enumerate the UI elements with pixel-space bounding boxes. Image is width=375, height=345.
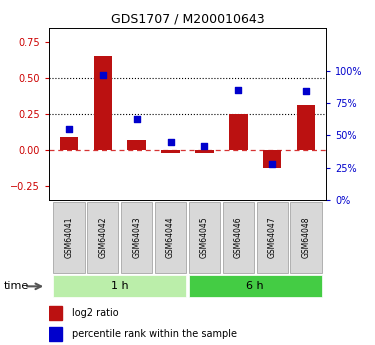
- Bar: [94, 56, 112, 150]
- Text: log2 ratio: log2 ratio: [72, 308, 118, 318]
- Bar: [229, 114, 248, 150]
- Text: GSM64042: GSM64042: [98, 216, 107, 258]
- Point: [134, 116, 140, 121]
- FancyBboxPatch shape: [189, 275, 321, 297]
- Bar: [49, 327, 62, 341]
- Text: GSM64045: GSM64045: [200, 216, 209, 258]
- Text: GSM64044: GSM64044: [166, 216, 175, 258]
- Point: [303, 89, 309, 94]
- Text: 6 h: 6 h: [246, 280, 264, 290]
- FancyBboxPatch shape: [54, 275, 186, 297]
- FancyBboxPatch shape: [290, 201, 321, 273]
- Bar: [195, 150, 214, 152]
- Text: GSM64041: GSM64041: [64, 216, 74, 258]
- Text: GSM64047: GSM64047: [268, 216, 277, 258]
- Point: [235, 87, 241, 93]
- Text: GSM64046: GSM64046: [234, 216, 243, 258]
- Bar: [128, 140, 146, 150]
- FancyBboxPatch shape: [223, 201, 254, 273]
- Point: [66, 126, 72, 132]
- Text: 1 h: 1 h: [111, 280, 129, 290]
- Text: GSM64048: GSM64048: [302, 216, 310, 258]
- Bar: [161, 150, 180, 152]
- FancyBboxPatch shape: [256, 201, 288, 273]
- FancyBboxPatch shape: [54, 201, 85, 273]
- FancyBboxPatch shape: [121, 201, 152, 273]
- Point: [168, 139, 174, 145]
- Bar: [297, 105, 315, 150]
- Bar: [263, 150, 281, 168]
- FancyBboxPatch shape: [189, 201, 220, 273]
- Text: percentile rank within the sample: percentile rank within the sample: [72, 329, 237, 339]
- Point: [100, 72, 106, 77]
- Text: GSM64043: GSM64043: [132, 216, 141, 258]
- Bar: [60, 137, 78, 150]
- Point: [269, 161, 275, 167]
- Point: [201, 143, 207, 148]
- FancyBboxPatch shape: [87, 201, 118, 273]
- Text: time: time: [4, 282, 29, 291]
- Bar: [49, 306, 62, 320]
- FancyBboxPatch shape: [155, 201, 186, 273]
- Title: GDS1707 / M200010643: GDS1707 / M200010643: [111, 12, 264, 25]
